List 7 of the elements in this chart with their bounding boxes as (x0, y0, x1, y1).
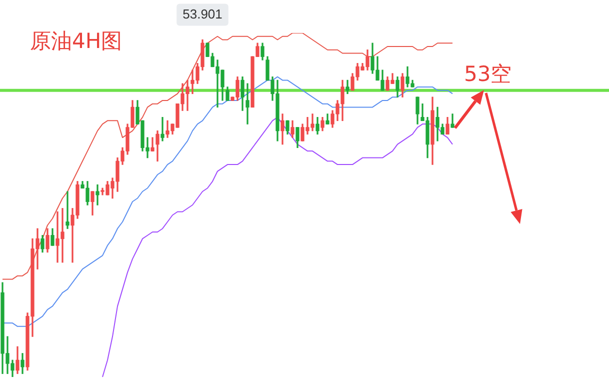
candlestick (96, 184, 100, 206)
candlestick (160, 116, 164, 142)
annotation: 53.901 (182, 6, 222, 22)
chart-title: 原油4H图 (30, 28, 122, 55)
candlestick (246, 83, 250, 124)
candlestick (66, 191, 70, 229)
text: 53空 (464, 61, 512, 88)
